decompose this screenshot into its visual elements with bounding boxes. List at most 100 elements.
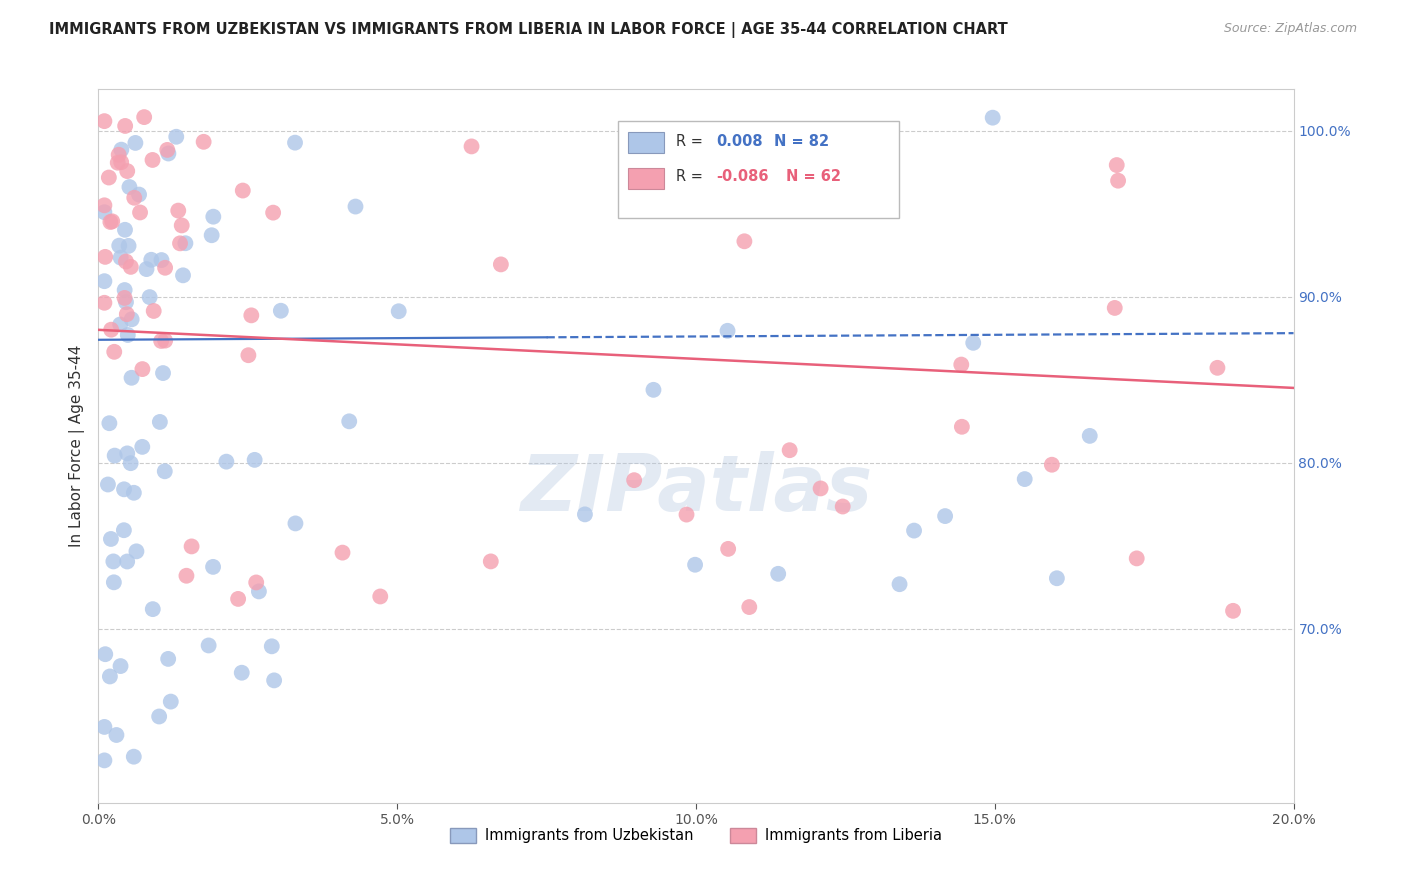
FancyBboxPatch shape — [619, 121, 900, 218]
Point — [889, 577, 911, 591]
Point — [149, 415, 172, 429]
Point — [172, 268, 194, 283]
Point — [152, 366, 174, 380]
Point — [125, 544, 148, 558]
Point — [215, 455, 238, 469]
Point — [1104, 301, 1126, 315]
Point — [1222, 604, 1244, 618]
Point — [174, 236, 197, 251]
Point — [122, 191, 145, 205]
Point — [675, 508, 697, 522]
Point — [738, 600, 761, 615]
Point — [1046, 571, 1069, 585]
Point — [112, 483, 135, 497]
Point — [176, 568, 198, 582]
Point — [110, 155, 132, 169]
Point — [574, 508, 596, 522]
Point — [115, 164, 138, 178]
Point — [93, 198, 115, 212]
Point — [115, 295, 138, 310]
Point — [98, 669, 121, 683]
Point — [238, 348, 260, 362]
Point — [623, 473, 645, 487]
Point — [934, 509, 956, 524]
Point — [1078, 429, 1101, 443]
Point — [643, 383, 665, 397]
Point — [103, 344, 125, 359]
Point — [110, 251, 132, 265]
Point — [284, 516, 307, 531]
Point — [159, 695, 181, 709]
Point — [284, 136, 307, 150]
Point — [115, 554, 138, 568]
Point — [94, 250, 117, 264]
Point — [903, 524, 925, 538]
Point — [156, 143, 179, 157]
Point — [260, 640, 283, 654]
Point — [122, 749, 145, 764]
Point — [117, 328, 139, 343]
Point — [193, 135, 215, 149]
Point — [131, 440, 153, 454]
Point — [122, 485, 145, 500]
Point — [105, 728, 128, 742]
Legend: Immigrants from Uzbekistan, Immigrants from Liberia: Immigrants from Uzbekistan, Immigrants f… — [444, 822, 948, 849]
Point — [114, 223, 136, 237]
Point — [93, 114, 115, 128]
Point — [141, 252, 163, 267]
Text: 0.008: 0.008 — [716, 134, 763, 149]
Point — [110, 143, 132, 157]
Point — [479, 554, 502, 568]
Point — [153, 334, 176, 348]
Point — [93, 295, 115, 310]
Point — [489, 257, 512, 271]
Point — [1125, 551, 1147, 566]
Point — [962, 335, 984, 350]
Point — [93, 753, 115, 767]
Point — [100, 532, 122, 546]
Point — [94, 647, 117, 661]
Point — [733, 234, 755, 248]
Point — [262, 205, 284, 219]
Text: R =: R = — [676, 169, 707, 185]
Point — [169, 236, 191, 251]
Point — [97, 170, 120, 185]
Point — [100, 323, 122, 337]
Point — [460, 139, 482, 153]
Point — [148, 709, 170, 723]
Text: ZIPatlas: ZIPatlas — [520, 450, 872, 527]
Point — [142, 602, 165, 616]
Point — [1107, 174, 1129, 188]
Point — [100, 215, 122, 229]
Point — [167, 203, 190, 218]
Point — [108, 318, 131, 332]
Point — [107, 155, 129, 169]
Point — [115, 254, 138, 268]
Point — [131, 362, 153, 376]
Point — [1040, 458, 1063, 472]
Point — [202, 210, 225, 224]
Point — [121, 371, 143, 385]
Point — [114, 283, 136, 297]
Point — [153, 464, 176, 478]
Point — [226, 591, 249, 606]
Point — [243, 453, 266, 467]
Point — [197, 639, 219, 653]
Point — [950, 358, 973, 372]
Point — [831, 500, 853, 514]
Text: -0.086: -0.086 — [716, 169, 769, 185]
Point — [1105, 158, 1128, 172]
Point — [107, 147, 129, 161]
Point — [232, 184, 254, 198]
Point — [337, 414, 360, 428]
Point — [120, 260, 142, 274]
Point — [117, 239, 139, 253]
Text: N = 62: N = 62 — [786, 169, 841, 185]
Point — [150, 253, 173, 268]
Point — [153, 260, 176, 275]
Point — [1014, 472, 1036, 486]
Point — [117, 446, 139, 460]
Point — [779, 443, 801, 458]
Point — [93, 720, 115, 734]
Point — [332, 546, 354, 560]
